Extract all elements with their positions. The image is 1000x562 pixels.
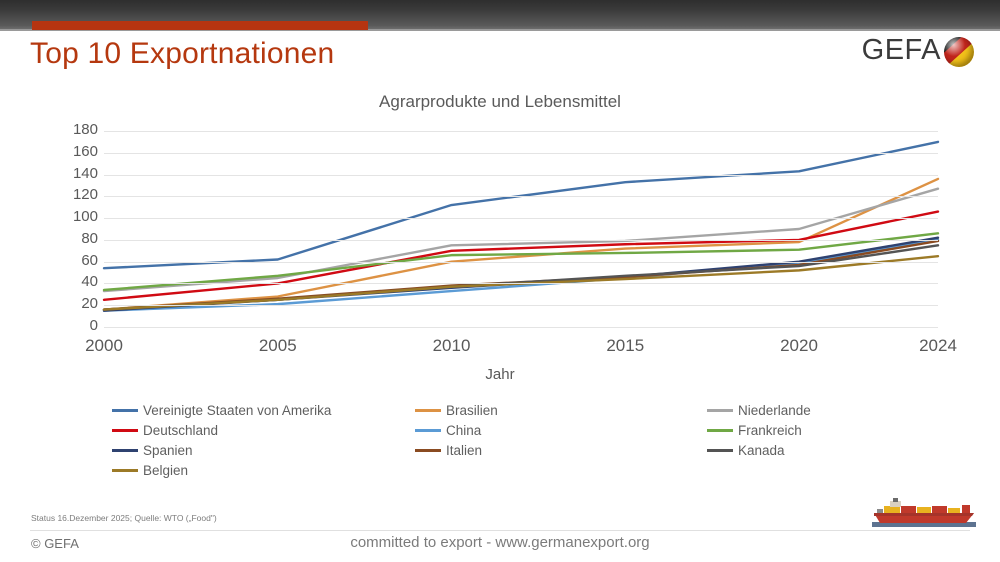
footer-tagline: committed to export - www.germanexport.o… — [350, 534, 650, 551]
chart-line-series — [104, 189, 938, 291]
legend-color-swatch — [415, 448, 441, 452]
legend-item[interactable]: Vereinigte Staaten von Amerika — [112, 400, 412, 420]
logo-text: GEFA — [861, 34, 941, 66]
legend-item-label: Kanada — [738, 442, 785, 458]
y-tick-label: 140 — [72, 164, 98, 182]
legend-color-swatch — [415, 408, 441, 412]
x-tick-label: 2010 — [432, 336, 471, 355]
legend-item-label: Italien — [446, 442, 483, 458]
page-title: Top 10 Exportnationen — [30, 37, 335, 70]
y-tick-label: 180 — [72, 121, 98, 138]
legend-item[interactable]: Belgien — [112, 460, 412, 480]
legend-item-label: China — [446, 422, 482, 438]
chart-series-canvas — [104, 131, 938, 327]
legend-item-label: Belgien — [143, 462, 189, 478]
gridline — [104, 327, 938, 328]
x-tick-label: 2015 — [606, 336, 645, 355]
x-tick-label: 2000 — [85, 336, 123, 355]
footer-divider — [30, 530, 970, 531]
gridline — [104, 283, 938, 285]
top-hairline — [0, 29, 1000, 31]
legend-item[interactable]: Brasilien — [415, 400, 695, 420]
y-tick-label: 80 — [81, 229, 98, 247]
chart-line-series — [104, 233, 938, 290]
y-tick-label: 60 — [81, 251, 98, 269]
brand-logo: GEFA — [862, 34, 974, 67]
legend-item[interactable]: Italien — [415, 440, 695, 460]
container-ship-icon — [872, 498, 976, 527]
x-axis-tick-labels: 2000 2005 2010 2015 2020 2024 — [85, 336, 957, 362]
chart-plot-area — [104, 131, 938, 328]
title-accent-bar — [32, 21, 368, 30]
gridline — [104, 152, 938, 154]
legend-column: Niederlande Frankreich Kanada — [707, 400, 927, 460]
x-axis-title: Jahr — [485, 366, 515, 383]
legend-column: Brasilien China Italien — [415, 400, 695, 460]
gridline — [104, 239, 938, 241]
legend-item[interactable]: Kanada — [707, 440, 927, 460]
legend-color-swatch — [112, 448, 138, 452]
legend-color-swatch — [707, 448, 733, 452]
x-tick-label: 2024 — [919, 336, 957, 355]
gridline — [104, 174, 938, 176]
legend-item[interactable]: Spanien — [112, 440, 412, 460]
legend-item[interactable]: Deutschland — [112, 420, 412, 440]
gridline — [104, 261, 938, 263]
legend-color-swatch — [707, 428, 733, 432]
legend-color-swatch — [112, 468, 138, 472]
footer-copyright: © GEFA — [31, 536, 79, 551]
gridline — [104, 218, 938, 220]
y-tick-label: 0 — [89, 317, 98, 334]
y-axis-tick-labels: 0 20 40 60 80 100 120 140 160 180 — [36, 121, 98, 334]
x-tick-label: 2020 — [780, 336, 818, 355]
chart-line-series — [104, 256, 938, 309]
legend-column: Vereinigte Staaten von Amerika Deutschlan… — [112, 400, 412, 480]
y-tick-label: 120 — [72, 186, 98, 204]
y-tick-label: 160 — [72, 142, 98, 160]
footer-status-text: Status 16.Dezember 2025; Quelle: WTO („F… — [31, 513, 217, 523]
legend-item-label: Deutschland — [143, 422, 219, 438]
x-tick-label: 2005 — [258, 336, 297, 355]
legend-color-swatch — [112, 428, 138, 432]
legend-item-label: Frankreich — [738, 422, 802, 438]
legend-item-label: Vereinigte Staaten von Amerika — [143, 402, 332, 418]
chart-title: Agrarprodukte und Lebensmittel — [379, 92, 621, 111]
chart-line-series — [104, 142, 938, 268]
gridline — [104, 131, 938, 132]
legend-color-swatch — [707, 408, 733, 412]
legend-item-label: Brasilien — [446, 402, 498, 418]
legend-item[interactable]: Niederlande — [707, 400, 927, 420]
gridline — [104, 305, 938, 307]
legend-item[interactable]: Frankreich — [707, 420, 927, 440]
y-tick-label: 40 — [81, 273, 98, 291]
legend-item-label: Spanien — [143, 442, 193, 458]
legend-color-swatch — [415, 428, 441, 432]
chart-line-series — [104, 212, 938, 300]
y-tick-label: 100 — [72, 208, 98, 226]
legend-item-label: Niederlande — [738, 402, 811, 418]
legend-color-swatch — [112, 408, 138, 412]
legend-item[interactable]: China — [415, 420, 695, 440]
y-tick-label: 20 — [81, 295, 98, 313]
gridline — [104, 196, 938, 198]
german-flag-globe-icon — [944, 36, 974, 67]
